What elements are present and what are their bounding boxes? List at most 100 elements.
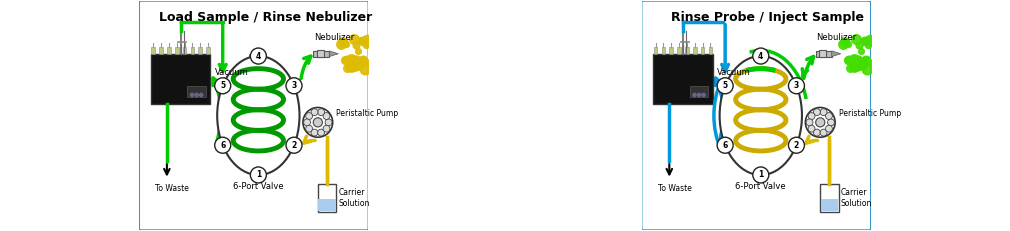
Point [345,37,362,41]
Point [333,39,349,43]
Point [357,67,373,71]
Text: Rinse Probe / Inject Sample: Rinse Probe / Inject Sample [672,11,865,24]
FancyBboxPatch shape [167,47,171,54]
Point [366,37,382,41]
Point [347,64,364,68]
FancyBboxPatch shape [678,47,681,54]
Point [332,42,348,46]
FancyBboxPatch shape [152,47,155,54]
Point [847,59,864,63]
Circle shape [808,125,815,132]
Point [337,59,354,62]
FancyBboxPatch shape [821,199,838,211]
FancyBboxPatch shape [160,47,163,54]
Circle shape [752,48,769,64]
Circle shape [311,109,318,116]
Point [343,65,360,68]
Polygon shape [831,51,841,57]
Circle shape [215,137,230,153]
Point [848,59,865,63]
Point [845,65,862,68]
Text: 1: 1 [256,170,261,179]
Point [360,38,376,42]
Circle shape [286,137,302,153]
Circle shape [752,167,769,183]
FancyBboxPatch shape [188,86,206,97]
FancyBboxPatch shape [685,47,689,54]
Point [850,64,867,68]
Circle shape [816,118,825,127]
Point [841,67,857,70]
Text: Load Sample / Rinse Nebulizer: Load Sample / Rinse Nebulizer [159,11,372,24]
Point [864,61,880,65]
FancyBboxPatch shape [183,47,187,54]
Circle shape [820,109,827,116]
Point [337,42,354,46]
Circle shape [702,93,705,97]
Point [351,62,368,66]
FancyBboxPatch shape [701,47,704,54]
Text: Peristaltic Pump: Peristaltic Pump [336,109,398,118]
Point [860,67,876,71]
Text: 6: 6 [220,141,225,150]
Text: 6-Port Valve: 6-Port Valve [735,182,786,191]
Text: 5: 5 [722,81,728,90]
Point [354,63,370,67]
Point [355,40,371,43]
FancyBboxPatch shape [690,86,708,97]
Circle shape [191,93,194,97]
Circle shape [286,78,302,94]
Point [840,59,856,62]
FancyBboxPatch shape [150,54,210,104]
Circle shape [323,113,330,119]
Point [354,57,370,61]
Circle shape [215,78,230,94]
Point [855,38,872,42]
Text: Nebulizer: Nebulizer [314,33,354,42]
Text: Carrier
Solution: Carrier Solution [338,188,370,207]
Circle shape [805,107,835,137]
Point [845,58,862,61]
Circle shape [250,167,267,183]
Ellipse shape [217,56,300,175]
Point [358,43,374,47]
FancyBboxPatch shape [670,47,673,54]
FancyBboxPatch shape [693,47,697,54]
Circle shape [303,107,332,137]
Circle shape [813,129,820,136]
Point [855,63,872,67]
FancyBboxPatch shape [819,50,826,57]
FancyBboxPatch shape [318,199,335,211]
Circle shape [318,129,324,136]
Text: 3: 3 [291,81,297,90]
Circle shape [195,93,198,97]
FancyBboxPatch shape [816,51,831,57]
Circle shape [311,129,318,136]
Point [346,59,363,63]
Point [354,62,370,66]
Point [850,43,867,46]
FancyBboxPatch shape [653,47,658,54]
Ellipse shape [720,56,802,175]
Point [853,62,870,66]
Circle shape [323,125,330,132]
Circle shape [306,113,312,119]
Point [840,42,856,46]
Circle shape [698,93,701,97]
Text: To Waste: To Waste [658,184,692,193]
Circle shape [789,137,804,153]
Text: 4: 4 [256,52,261,61]
Point [343,58,360,61]
Circle shape [325,119,332,126]
FancyBboxPatch shape [206,47,210,54]
Point [856,40,873,43]
Point [339,58,356,62]
Point [362,61,378,65]
Text: To Waste: To Waste [156,184,189,193]
Point [847,64,864,68]
FancyBboxPatch shape [640,0,872,231]
Point [348,43,365,46]
FancyBboxPatch shape [175,47,179,54]
Point [367,43,383,47]
Point [835,42,851,46]
